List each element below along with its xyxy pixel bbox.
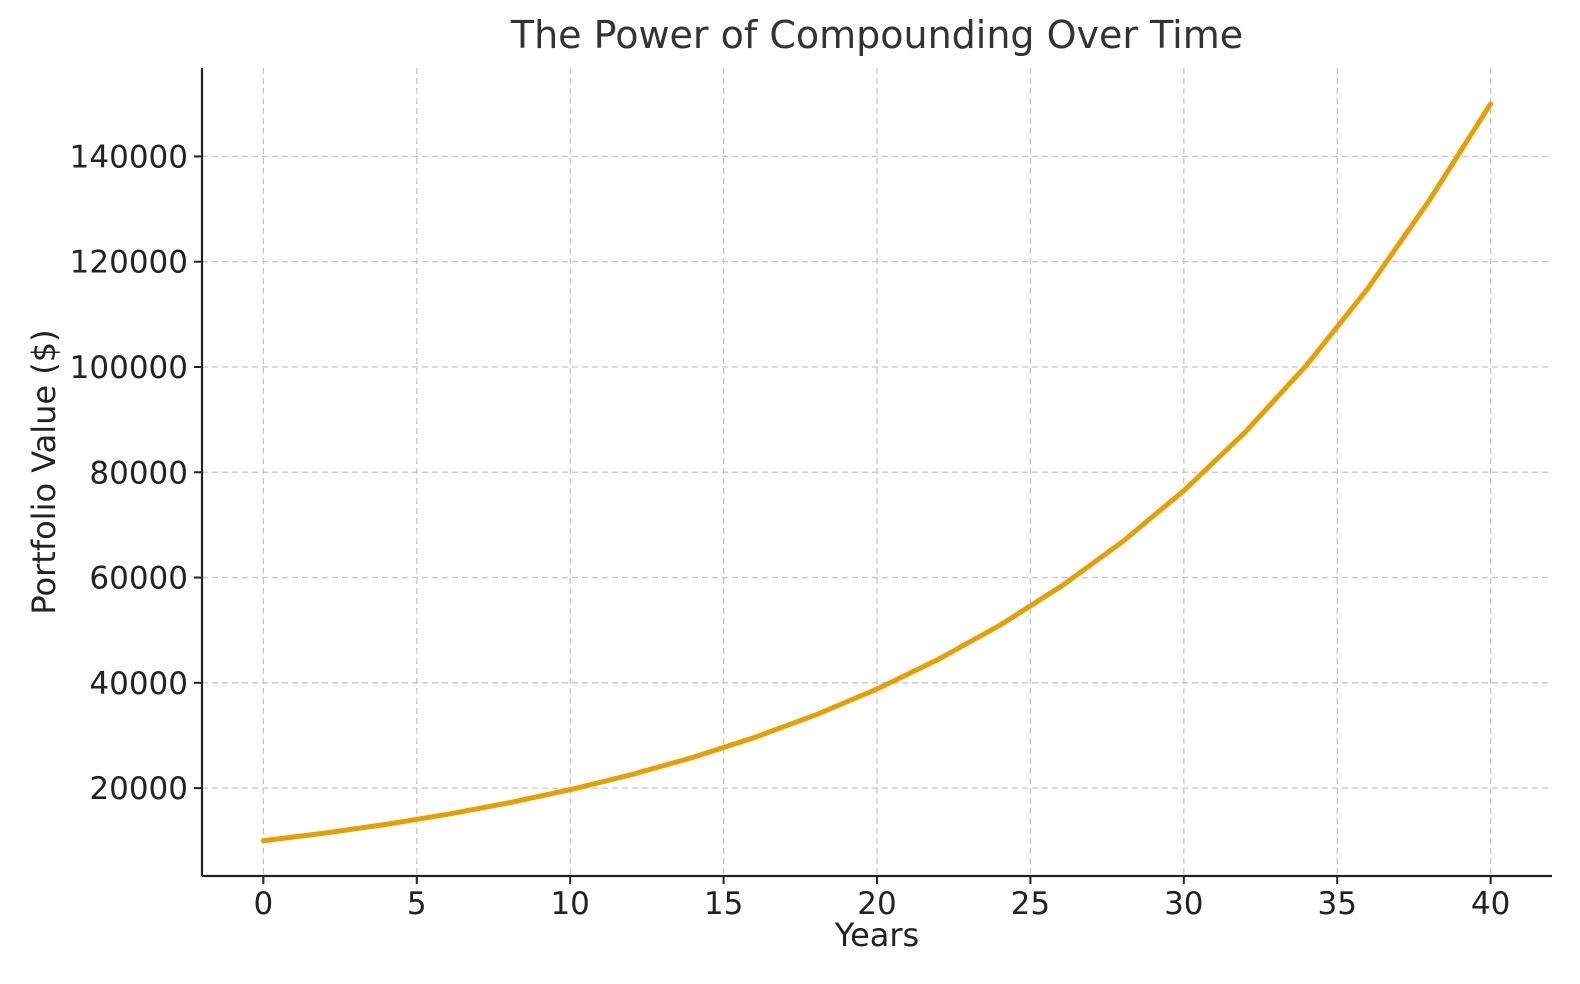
ticks: 0 5 10 15 20 25 30 35 40 20000 40000 60000 80000 1000… xyxy=(70,139,1511,922)
y-tick-label: 40000 xyxy=(89,666,188,702)
grid xyxy=(202,68,1552,876)
x-tick-label: 40 xyxy=(1471,886,1510,922)
x-axis-label: Years xyxy=(834,916,919,954)
y-tick-label: 60000 xyxy=(89,561,188,597)
x-tick-label: 30 xyxy=(1164,886,1203,922)
y-tick-label: 80000 xyxy=(89,455,188,491)
x-tick-label: 5 xyxy=(407,886,427,922)
chart-title: The Power of Compounding Over Time xyxy=(510,13,1243,57)
x-tick-label: 10 xyxy=(550,886,589,922)
y-axis-label: Portfolio Value ($) xyxy=(25,329,63,614)
x-tick-label: 35 xyxy=(1318,886,1357,922)
series-line xyxy=(260,101,1494,844)
y-tick-label: 20000 xyxy=(89,771,188,807)
y-tick-label: 140000 xyxy=(70,139,188,175)
y-tick-label: 120000 xyxy=(70,245,188,281)
series-layer xyxy=(260,101,1494,844)
x-tick-label: 0 xyxy=(253,886,273,922)
x-tick-label: 25 xyxy=(1011,886,1050,922)
x-tick-label: 15 xyxy=(704,886,743,922)
y-tick-label: 100000 xyxy=(70,350,188,386)
x-tick-label: 20 xyxy=(857,886,896,922)
